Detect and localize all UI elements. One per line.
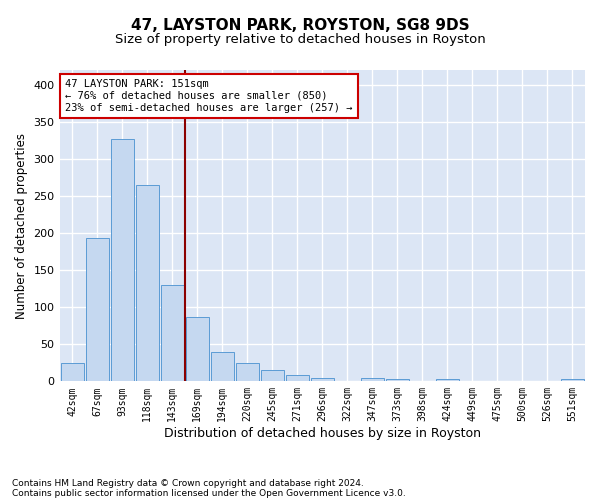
Bar (361, 378, 384, 382)
Bar (211, 352, 233, 382)
X-axis label: Distribution of detached houses by size in Royston: Distribution of detached houses by size … (164, 427, 481, 440)
Bar (161, 285, 184, 382)
Bar (386, 379, 409, 382)
Bar (86, 238, 109, 382)
Bar (311, 378, 334, 382)
Text: 47 LAYSTON PARK: 151sqm
← 76% of detached houses are smaller (850)
23% of semi-d: 47 LAYSTON PARK: 151sqm ← 76% of detache… (65, 80, 352, 112)
Bar (236, 363, 259, 382)
Bar (61, 363, 83, 382)
Text: 47, LAYSTON PARK, ROYSTON, SG8 9DS: 47, LAYSTON PARK, ROYSTON, SG8 9DS (131, 18, 469, 32)
Bar (185, 317, 209, 382)
Text: Size of property relative to detached houses in Royston: Size of property relative to detached ho… (115, 32, 485, 46)
Text: Contains public sector information licensed under the Open Government Licence v3: Contains public sector information licen… (12, 488, 406, 498)
Bar (110, 139, 134, 382)
Text: Contains HM Land Registry data © Crown copyright and database right 2024.: Contains HM Land Registry data © Crown c… (12, 478, 364, 488)
Bar (136, 185, 158, 382)
Bar (561, 379, 584, 382)
Y-axis label: Number of detached properties: Number of detached properties (15, 132, 28, 318)
Bar (261, 370, 284, 382)
Bar (286, 376, 309, 382)
Bar (436, 379, 459, 382)
